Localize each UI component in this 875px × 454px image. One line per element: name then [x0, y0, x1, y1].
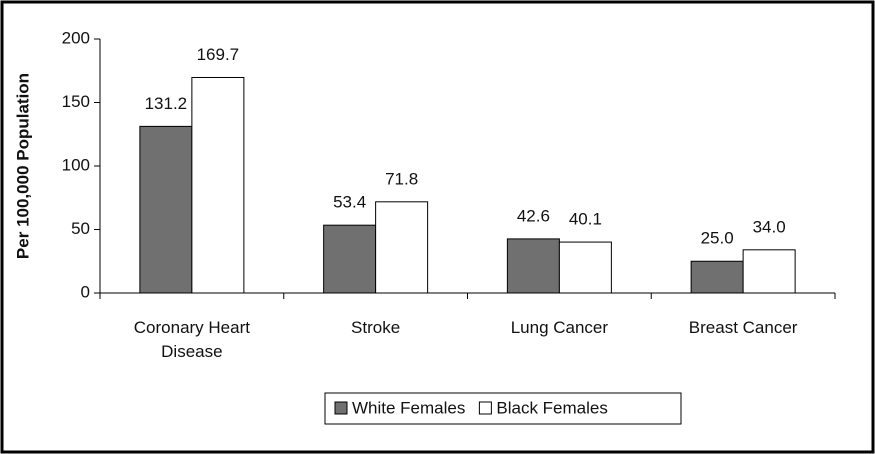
y-tick-label: 0: [81, 282, 90, 301]
bar: [506, 238, 560, 294]
data-label: 131.2: [145, 94, 188, 113]
y-tick-label: 150: [62, 92, 90, 111]
x-tick-label: Stroke: [351, 318, 401, 337]
bar: [558, 241, 612, 294]
y-axis-label: Per 100,000 Population: [13, 73, 32, 259]
data-label: 40.1: [569, 210, 602, 229]
legend-label: White Females: [352, 398, 465, 417]
y-tick-label: 200: [62, 28, 90, 47]
data-label: 169.7: [197, 45, 240, 64]
legend-swatch: [334, 401, 348, 415]
data-label: 53.4: [333, 193, 366, 212]
data-label: 25.0: [701, 229, 734, 248]
bar: [375, 201, 429, 294]
y-tick-label: 100: [62, 155, 90, 174]
legend-swatch: [478, 401, 492, 415]
bar: [742, 249, 796, 294]
bar: [191, 76, 245, 294]
data-label: 42.6: [517, 206, 550, 225]
x-tick-label: Coronary Heart Disease: [133, 318, 250, 361]
legend-label: Black Females: [496, 398, 607, 417]
y-tick-label: 50: [71, 219, 90, 238]
bar: [139, 125, 193, 294]
x-tick-label: Lung Cancer: [510, 318, 609, 337]
data-label: 34.0: [753, 217, 786, 236]
bar: [323, 224, 377, 294]
x-tick-label: Breast Cancer: [688, 318, 798, 337]
legend-box: [324, 392, 682, 425]
data-label: 71.8: [385, 169, 418, 188]
bar: [690, 260, 744, 294]
